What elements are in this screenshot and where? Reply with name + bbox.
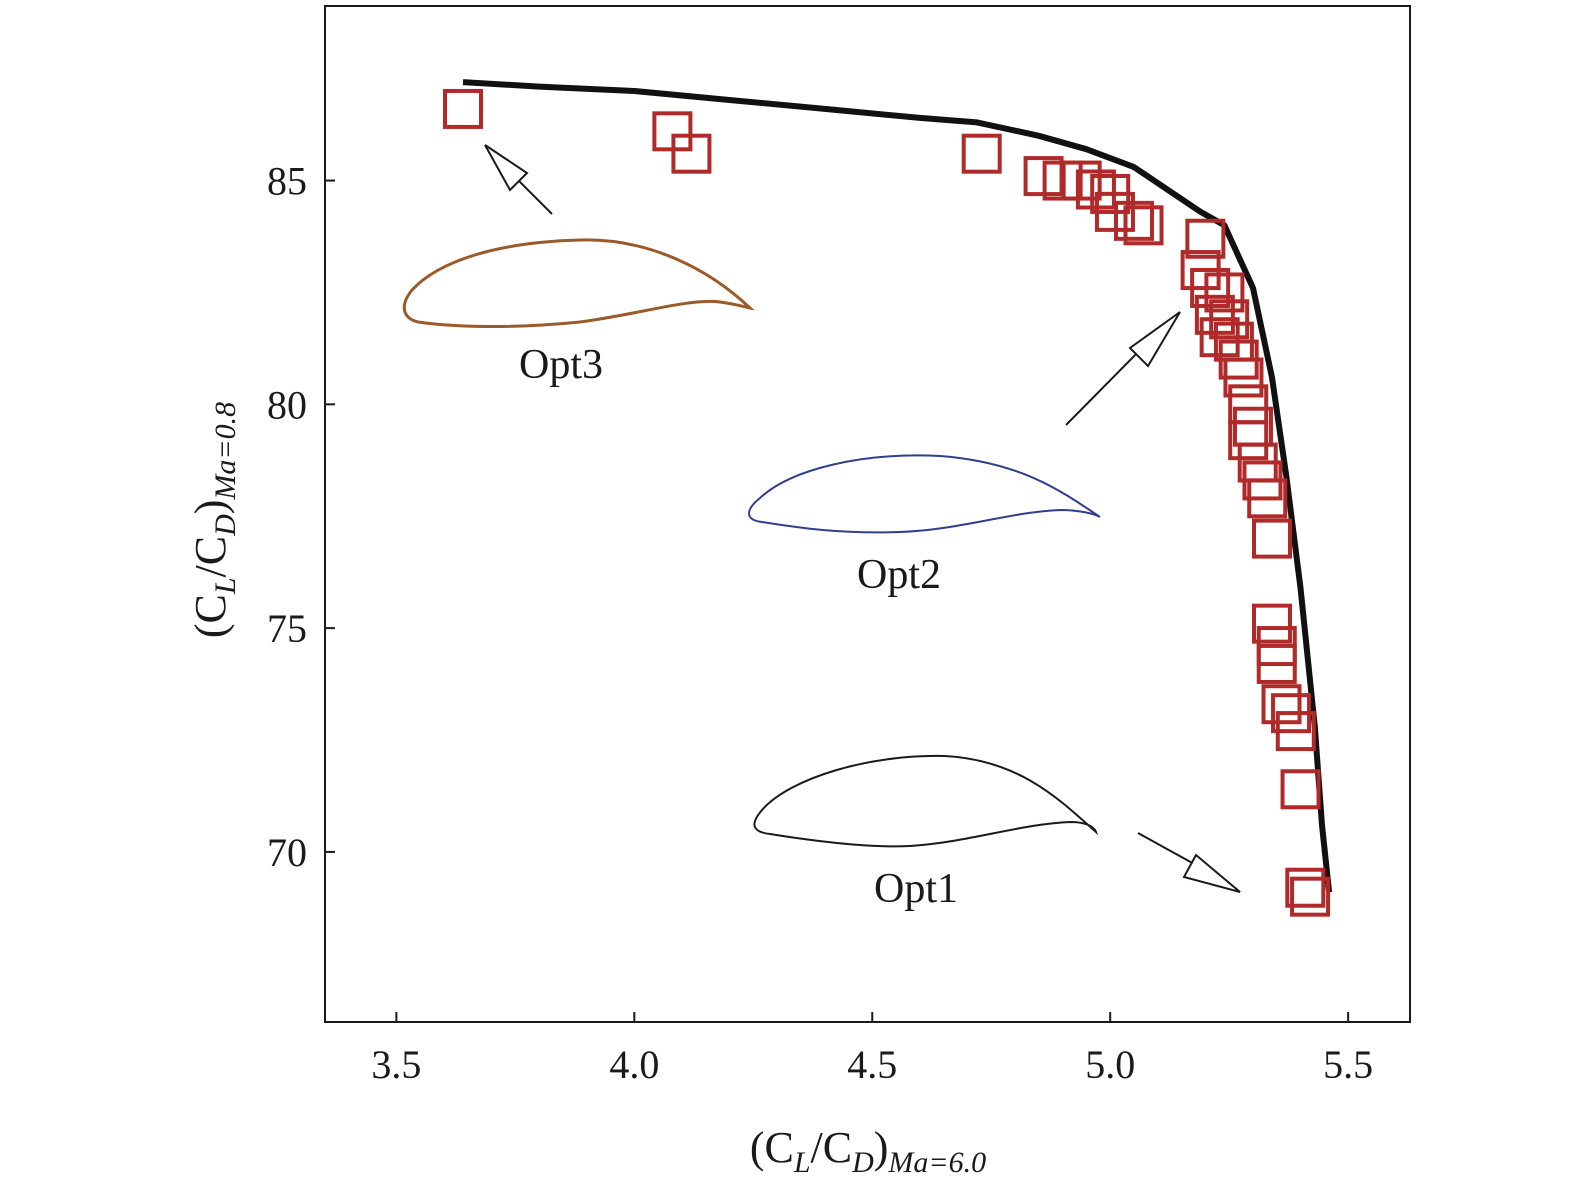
design-marker <box>1247 478 1288 519</box>
y-axis-label: (CL/CD)Ma=0.8 <box>186 402 242 638</box>
y-tick-label: 80 <box>267 382 307 427</box>
opt1-airfoil-shape <box>753 754 1099 848</box>
design-marker <box>671 133 712 174</box>
x-tick-label: 4.0 <box>609 1042 659 1087</box>
design-marker <box>1256 643 1297 684</box>
design-marker <box>1261 684 1302 725</box>
opt3-arrow <box>484 144 553 215</box>
design-marker <box>1251 603 1292 644</box>
design-marker <box>1285 867 1326 908</box>
y-tick-label: 70 <box>267 830 307 875</box>
y-tick-label: 75 <box>267 606 307 651</box>
opt3-airfoil-shape <box>402 238 755 328</box>
design-marker <box>1123 205 1164 246</box>
design-marker <box>1061 160 1102 201</box>
design-marker <box>1223 357 1264 398</box>
design-marker <box>1275 711 1316 752</box>
x-tick-label: 5.0 <box>1085 1042 1135 1087</box>
design-markers <box>443 88 1331 917</box>
opt2-airfoil-shape <box>748 454 1101 534</box>
design-marker <box>1185 218 1226 259</box>
pareto-front-line <box>462 79 1333 893</box>
y-tick-label: 85 <box>267 159 307 204</box>
opt2-arrow <box>1065 311 1181 426</box>
opt2-label: Opt2 <box>857 552 941 598</box>
x-tick-label: 3.5 <box>371 1042 421 1087</box>
x-axis-label: (CL/CD)Ma=6.0 <box>750 1123 986 1179</box>
design-marker <box>1228 420 1269 461</box>
design-marker <box>1204 272 1245 313</box>
design-marker <box>1290 876 1331 917</box>
y-axis: 70 75 80 85 <box>267 159 335 875</box>
x-axis: 3.5 4.0 4.5 5.0 5.5 <box>371 1012 1373 1087</box>
design-marker <box>961 133 1002 174</box>
x-tick-label: 4.5 <box>847 1042 897 1087</box>
opt3-label: Opt3 <box>519 342 603 388</box>
opt1-label: Opt1 <box>874 866 958 912</box>
design-marker <box>1280 769 1321 810</box>
design-marker <box>443 88 484 129</box>
plot-frame <box>324 5 1411 1023</box>
x-tick-label: 5.5 <box>1323 1042 1373 1087</box>
opt1-arrow <box>1137 832 1241 893</box>
design-marker <box>1113 200 1154 241</box>
design-marker <box>1251 518 1292 559</box>
